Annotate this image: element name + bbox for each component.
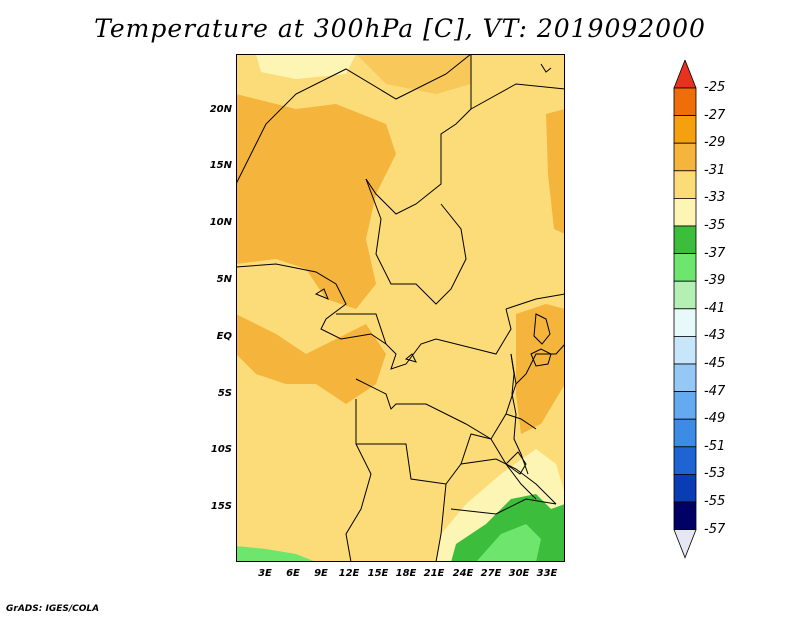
colorbar-box — [673, 170, 697, 199]
temperature-map — [236, 54, 565, 562]
colorbar-level-label: -49 — [704, 411, 726, 427]
colorbar-box — [673, 197, 697, 227]
lat-label: 15N — [209, 160, 232, 171]
lat-label: 5N — [216, 274, 232, 285]
lat-label: 10S — [210, 444, 232, 455]
colorbar-arrow-top — [673, 60, 697, 89]
colorbar — [673, 60, 697, 559]
warm-region-northwest — [236, 94, 396, 309]
cool-region-top — [256, 54, 356, 79]
colorbar-level-label: -47 — [704, 383, 726, 399]
lon-label: 21E — [423, 568, 445, 579]
warm-region-east — [516, 304, 565, 434]
lat-label: 5S — [217, 388, 232, 399]
colorbar-box — [673, 446, 697, 475]
colorbar-level-label: -55 — [704, 494, 726, 509]
lon-label: 18E — [395, 568, 417, 579]
colorbar-level-label: -45 — [704, 356, 726, 371]
lon-label: 15E — [367, 568, 389, 579]
colorbar-level-label: -35 — [704, 218, 726, 233]
colorbar-boxes — [673, 60, 697, 559]
colorbar-level-label: -31 — [704, 162, 726, 178]
colorbar-box — [673, 225, 697, 255]
light-green-region-southeast — [476, 524, 541, 562]
colorbar-box — [673, 335, 697, 365]
lat-label: EQ — [216, 331, 232, 342]
lon-label: 33E — [536, 568, 558, 579]
green-region-southwest — [236, 546, 316, 562]
map-panel — [236, 54, 565, 562]
colorbar-level-label: -57 — [704, 521, 726, 537]
colorbar-box — [673, 363, 697, 393]
colorbar-level-label: -33 — [704, 190, 726, 206]
colorbar-box — [673, 391, 697, 420]
credit-text: GrADS: IGES/COLA — [6, 604, 100, 614]
colorbar-box — [673, 473, 697, 503]
chart-title: Temperature at 300hPa [C], VT: 201909200… — [94, 14, 706, 43]
colorbar-level-label: -25 — [704, 80, 726, 95]
colorbar-box — [673, 87, 697, 117]
colorbar-level-label: -39 — [704, 273, 726, 289]
lat-label: 20N — [209, 104, 232, 115]
colorbar-level-label: -53 — [704, 466, 726, 482]
colorbar-box — [673, 280, 697, 310]
colorbar-arrow-bottom — [673, 529, 697, 559]
colorbar-box — [673, 253, 697, 282]
colorbar-level-label: -41 — [704, 300, 726, 316]
lon-label: 3E — [258, 568, 272, 579]
lon-label: 12E — [338, 568, 360, 579]
lon-label: 30E — [508, 568, 530, 579]
colorbar-box — [673, 308, 697, 337]
colorbar-level-label: -37 — [704, 245, 726, 261]
map-frame — [236, 54, 565, 562]
colorbar-box — [673, 142, 697, 172]
warm-region-west-coast — [236, 314, 386, 404]
lakes — [314, 63, 552, 475]
lon-label: 24E — [452, 568, 474, 579]
country-borders — [236, 54, 565, 562]
lon-label: 9E — [314, 568, 328, 579]
lat-label: 10N — [209, 217, 232, 228]
colorbar-box — [673, 418, 697, 448]
colorbar-level-label: -29 — [704, 135, 726, 151]
colorbar-level-label: -27 — [704, 107, 726, 123]
colorbar-box — [673, 115, 697, 144]
warm-region-northeast — [546, 109, 565, 234]
lon-label: 27E — [480, 568, 502, 579]
colorbar-level-label: -43 — [704, 328, 726, 344]
warm-region-north-top — [356, 54, 471, 94]
colorbar-box — [673, 501, 697, 531]
lon-label: 6E — [286, 568, 300, 579]
colorbar-level-label: -51 — [704, 438, 726, 454]
lat-label: 15S — [210, 501, 232, 512]
